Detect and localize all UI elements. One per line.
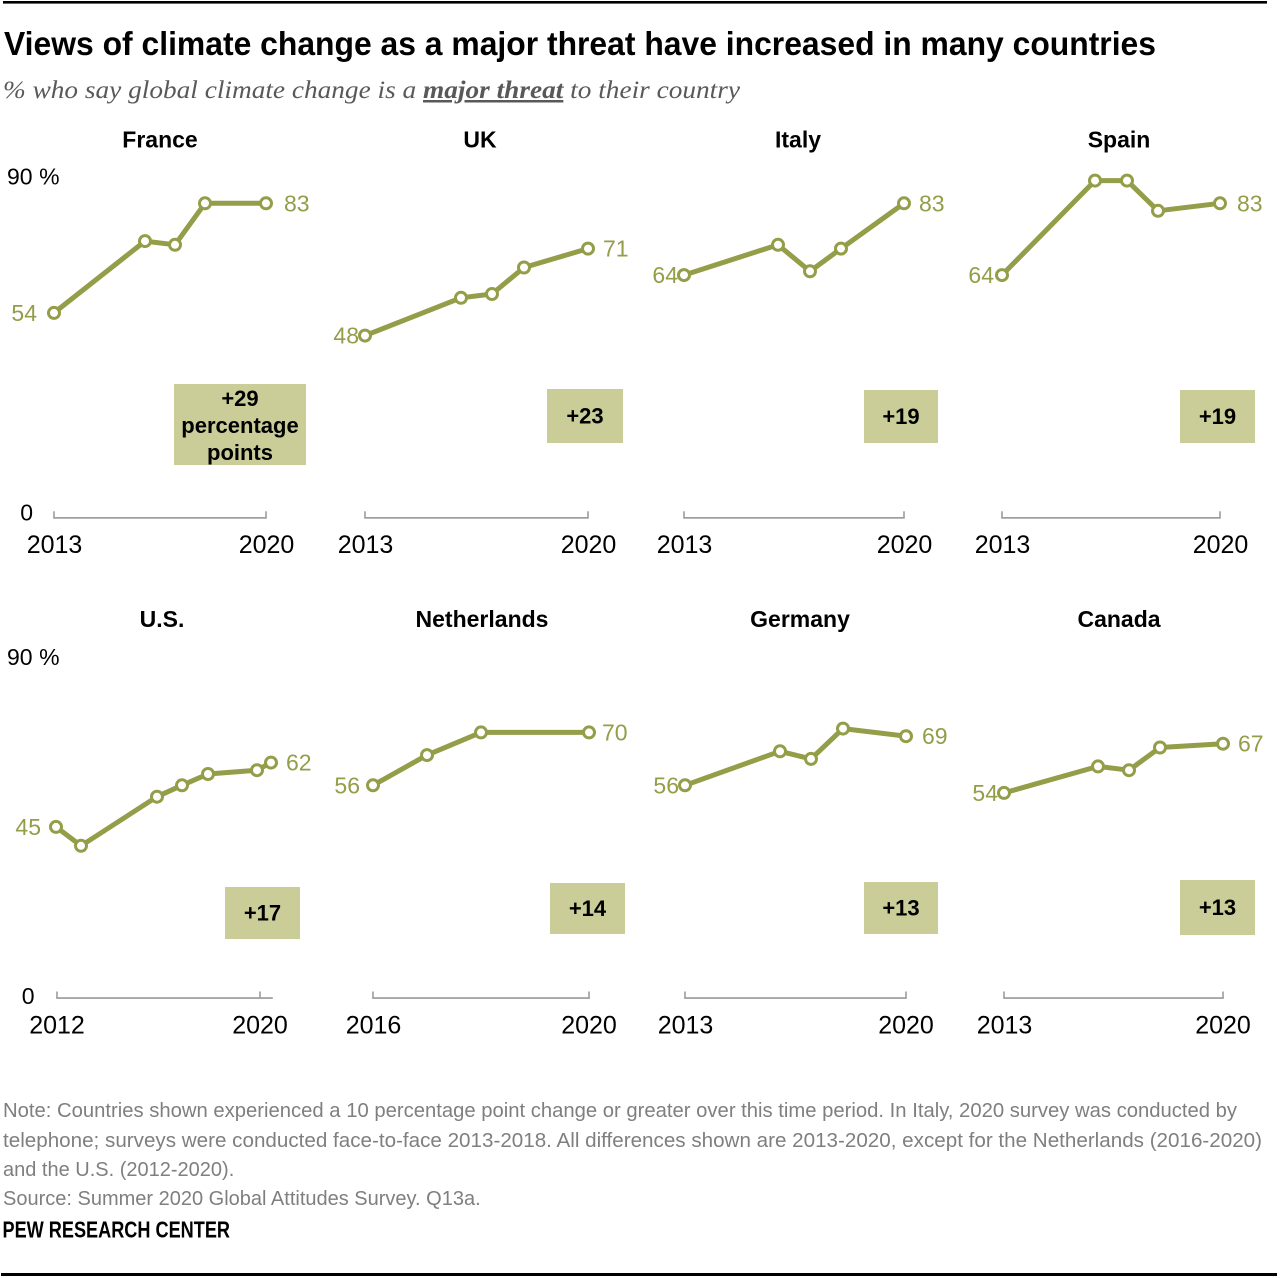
svg-text:+29: +29 bbox=[221, 386, 258, 411]
svg-text:64: 64 bbox=[968, 262, 994, 288]
svg-text:2016: 2016 bbox=[346, 1012, 402, 1040]
svg-text:and the U.S. (2012-2020).: and the U.S. (2012-2020). bbox=[3, 1159, 234, 1181]
svg-text:Source: Summer 2020 Global Att: Source: Summer 2020 Global Attitudes Sur… bbox=[3, 1188, 481, 1210]
svg-text:2013: 2013 bbox=[977, 1012, 1033, 1040]
svg-text:2013: 2013 bbox=[338, 531, 394, 559]
svg-text:percentage: percentage bbox=[181, 413, 298, 438]
svg-text:45: 45 bbox=[15, 814, 41, 840]
svg-text:2013: 2013 bbox=[657, 531, 713, 559]
svg-text:Italy: Italy bbox=[775, 127, 821, 153]
svg-text:points: points bbox=[207, 440, 273, 465]
svg-text:Netherlands: Netherlands bbox=[416, 606, 549, 632]
svg-text:2013: 2013 bbox=[658, 1012, 714, 1040]
svg-text:71: 71 bbox=[603, 236, 629, 262]
svg-text:54: 54 bbox=[11, 300, 37, 326]
svg-text:+23: +23 bbox=[566, 404, 603, 429]
svg-text:+13: +13 bbox=[1199, 895, 1236, 920]
svg-text:U.S.: U.S. bbox=[140, 606, 185, 632]
svg-text:83: 83 bbox=[1237, 190, 1263, 216]
svg-text:2020: 2020 bbox=[561, 531, 617, 559]
svg-text:2013: 2013 bbox=[975, 531, 1031, 559]
svg-text:2013: 2013 bbox=[27, 531, 83, 559]
svg-text:Canada: Canada bbox=[1077, 606, 1160, 632]
svg-text:PEW RESEARCH CENTER: PEW RESEARCH CENTER bbox=[3, 1217, 231, 1243]
svg-text:56: 56 bbox=[334, 772, 360, 798]
svg-text:67: 67 bbox=[1238, 731, 1264, 757]
svg-text:Note: Countries shown experien: Note: Countries shown experienced a 10 p… bbox=[3, 1100, 1237, 1122]
svg-text:+13: +13 bbox=[882, 896, 919, 921]
svg-text:France: France bbox=[122, 127, 197, 153]
svg-text:2020: 2020 bbox=[1195, 1012, 1251, 1040]
svg-text:70: 70 bbox=[602, 719, 628, 745]
svg-text:2020: 2020 bbox=[561, 1012, 617, 1040]
svg-text:% who say global climate chang: % who say global climate change is a maj… bbox=[3, 77, 741, 104]
svg-text:+14: +14 bbox=[569, 896, 607, 921]
svg-text:2020: 2020 bbox=[878, 1012, 934, 1040]
svg-text:2020: 2020 bbox=[239, 531, 295, 559]
svg-text:48: 48 bbox=[333, 323, 359, 349]
svg-text:0: 0 bbox=[22, 983, 35, 1009]
svg-text:Germany: Germany bbox=[750, 606, 850, 632]
svg-text:83: 83 bbox=[919, 190, 945, 216]
svg-text:Views of climate change as a m: Views of climate change as a major threa… bbox=[4, 25, 1156, 62]
svg-text:2020: 2020 bbox=[232, 1012, 288, 1040]
svg-text:2012: 2012 bbox=[29, 1012, 85, 1040]
svg-text:+19: +19 bbox=[1199, 404, 1236, 429]
svg-text:telephone; surveys were conduc: telephone; surveys were conducted face-t… bbox=[3, 1130, 1262, 1152]
svg-text:64: 64 bbox=[652, 262, 678, 288]
svg-text:+19: +19 bbox=[882, 404, 919, 429]
svg-text:83: 83 bbox=[284, 190, 310, 216]
svg-text:2020: 2020 bbox=[877, 531, 933, 559]
svg-text:0: 0 bbox=[20, 500, 33, 526]
svg-text:2020: 2020 bbox=[1193, 531, 1249, 559]
svg-text:+17: +17 bbox=[244, 901, 281, 926]
svg-text:UK: UK bbox=[463, 127, 497, 153]
svg-text:Spain: Spain bbox=[1088, 127, 1151, 153]
svg-text:69: 69 bbox=[922, 723, 948, 749]
svg-text:56: 56 bbox=[653, 772, 679, 798]
svg-text:62: 62 bbox=[286, 750, 312, 776]
svg-text:54: 54 bbox=[972, 780, 998, 806]
